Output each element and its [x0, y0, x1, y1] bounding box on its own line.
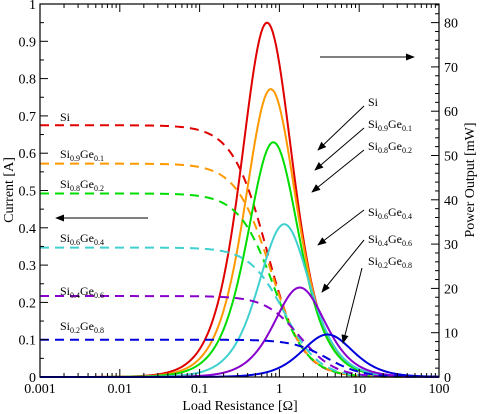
material-label-current: Si0.9Ge0.1 [60, 147, 104, 163]
y-left-tick-label: 0.4 [19, 222, 37, 237]
label-pointer-arrow [311, 149, 365, 193]
y-left-tick-label: 0.5 [19, 185, 37, 200]
label-pointer-arrow [317, 209, 365, 246]
current-curve-si-02-ge-08 [40, 338, 440, 378]
y-left-tick-label: 0.9 [19, 35, 37, 50]
y-right-tick-label: 40 [444, 194, 458, 209]
material-label-power: Si0.2Ge0.8 [368, 254, 412, 270]
y-right-tick-label: 30 [444, 238, 458, 253]
material-label-current: Si [60, 110, 71, 124]
y-left-tick-label: 0.1 [19, 334, 37, 349]
y-right-tick-label: 70 [444, 61, 458, 76]
x-tick-label: 100 [429, 382, 450, 397]
material-label-power: Si0.9Ge0.1 [368, 117, 412, 133]
x-tick-label: 0.1 [191, 382, 209, 397]
y-left-tick-label: 0 [29, 371, 36, 386]
x-tick-label: 0.001 [24, 382, 56, 397]
y-left-tick-label: 1 [29, 0, 36, 13]
y-axis-title-right: Power Output [mW] [463, 122, 478, 237]
y-right-tick-label: 20 [444, 282, 458, 297]
x-tick-label: 1 [276, 382, 283, 397]
y-left-tick-label: 0.6 [19, 147, 37, 162]
y-right-tick-label: 60 [444, 105, 458, 120]
material-label-power: Si0.6Ge0.4 [368, 205, 412, 221]
material-label-current: Si0.6Ge0.4 [60, 231, 104, 247]
y-left-tick-label: 0.8 [19, 73, 37, 88]
material-label-power: Si0.4Ge0.6 [368, 232, 412, 248]
y-right-tick-label: 0 [444, 371, 451, 386]
label-pointer-arrow [317, 105, 365, 151]
x-tick-label: 0.01 [108, 382, 133, 397]
label-pointer-arrow [314, 127, 365, 171]
current-curve-si-08-ge-02 [40, 192, 439, 378]
y-left-tick-label: 0.3 [19, 259, 37, 274]
material-label-current: Si0.8Ge0.2 [60, 177, 104, 193]
y-right-tick-label: 80 [444, 17, 458, 32]
y-right-tick-label: 50 [444, 150, 458, 165]
material-label-current: Si0.4Ge0.6 [60, 284, 104, 300]
current-curve-si-06-ge-04 [40, 246, 439, 378]
x-tick-label: 10 [352, 382, 366, 397]
material-label-current: Si0.2Ge0.8 [60, 319, 104, 335]
current-curve-si-04-ge-06 [40, 295, 439, 378]
y-axis-title-left: Current [A] [2, 157, 17, 223]
y-right-tick-label: 10 [444, 327, 458, 342]
label-pointer-arrow [321, 239, 365, 293]
power-curve-si [40, 21, 440, 378]
label-pointer-arrow [341, 267, 363, 344]
y-left-tick-label: 0.2 [19, 296, 37, 311]
x-axis-title: Load Resistance [Ω] [182, 399, 297, 414]
material-label-power: Si [368, 95, 379, 109]
y-left-tick-label: 0.7 [19, 110, 37, 125]
material-label-power: Si0.8Ge0.2 [368, 139, 412, 155]
